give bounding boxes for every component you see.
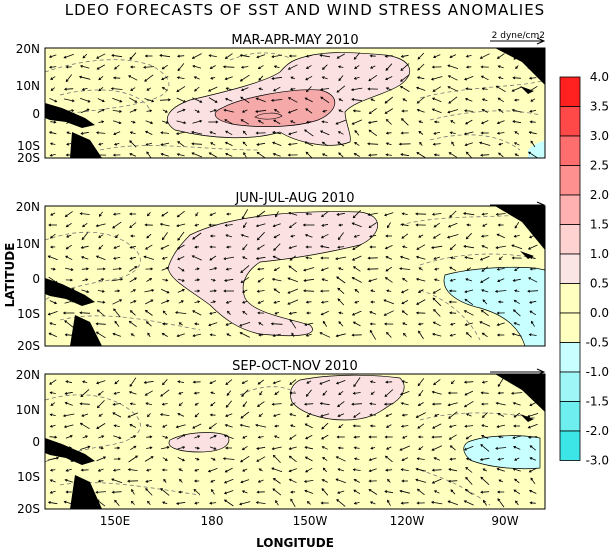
svg-text:10N: 10N bbox=[16, 79, 40, 93]
svg-text:0: 0 bbox=[32, 272, 40, 286]
colorbar-swatch bbox=[560, 343, 580, 373]
figure-title: LDEO FORECASTS OF SST AND WIND STRESS AN… bbox=[65, 1, 545, 19]
svg-text:10S: 10S bbox=[17, 307, 40, 321]
lat-tick-labels: 20N 10N 0 10S 20S bbox=[16, 42, 40, 165]
x-axis-label: LONGITUDE bbox=[256, 536, 334, 550]
colorbar-label: 3.0 bbox=[590, 129, 609, 143]
svg-text:180: 180 bbox=[201, 514, 224, 528]
svg-text:20S: 20S bbox=[17, 502, 40, 516]
colorbar-label: -1.0 bbox=[586, 365, 609, 379]
svg-text:20N: 20N bbox=[16, 42, 40, 56]
lat-tick-labels: 20N 10N 0 10S 20S bbox=[16, 368, 40, 516]
svg-text:120W: 120W bbox=[390, 514, 425, 528]
colorbar-swatch bbox=[560, 372, 580, 402]
colorbar-swatch bbox=[560, 225, 580, 255]
svg-text:20N: 20N bbox=[16, 200, 40, 214]
panel-title: JUN-JUL-AUG 2010 bbox=[235, 191, 355, 206]
colorbar-swatch bbox=[560, 136, 580, 166]
colorbar-label: 1.0 bbox=[590, 247, 609, 261]
panel-title: SEP-OCT-NOV 2010 bbox=[232, 359, 358, 374]
colorbar-label: -2.0 bbox=[586, 424, 609, 438]
panel-jja: JUN-JUL-AUG 2010 20N 10 bbox=[16, 191, 545, 353]
colorbar-label: 1.5 bbox=[590, 218, 609, 232]
panel-son: SEP-OCT-NOV 2010 20N bbox=[16, 359, 545, 528]
svg-text:0: 0 bbox=[32, 435, 40, 449]
svg-text:20S: 20S bbox=[17, 339, 40, 353]
svg-text:0: 0 bbox=[32, 107, 40, 121]
svg-text:150W: 150W bbox=[293, 514, 328, 528]
colorbar-label: 0.5 bbox=[590, 277, 609, 291]
colorbar-label: 2.0 bbox=[590, 188, 609, 202]
colorbar: 4.0 3.5 3.0 2.5 2.0 1.5 1.0 0.5 0.0 -0.5 -1.0 -1.5 -… bbox=[560, 70, 609, 468]
y-axis-label: LATITUDE bbox=[3, 243, 17, 308]
lon-tick-labels: 150E 180 150W 120W 90W bbox=[100, 514, 519, 528]
svg-text:10N: 10N bbox=[16, 403, 40, 417]
colorbar-swatch bbox=[560, 402, 580, 432]
svg-text:10N: 10N bbox=[16, 237, 40, 251]
svg-text:20S: 20S bbox=[17, 151, 40, 165]
lat-tick-labels: 20N 10N 0 10S 20S bbox=[16, 200, 40, 353]
colorbar-swatch bbox=[560, 284, 580, 314]
colorbar-swatch bbox=[560, 77, 580, 107]
colorbar-swatch bbox=[560, 166, 580, 196]
colorbar-swatch bbox=[560, 254, 580, 284]
colorbar-swatch bbox=[560, 431, 580, 461]
svg-text:20N: 20N bbox=[16, 368, 40, 382]
panel-title: MAR-APR-MAY 2010 bbox=[231, 33, 358, 48]
colorbar-label: 0.0 bbox=[590, 306, 609, 320]
colorbar-swatch bbox=[560, 195, 580, 225]
colorbar-label: 4.0 bbox=[590, 70, 609, 84]
colorbar-label: -1.5 bbox=[586, 395, 609, 409]
colorbar-swatch bbox=[560, 107, 580, 137]
panel-mam: MAR-APR-MAY 2010 2 dyne/cm2 bbox=[16, 31, 548, 165]
colorbar-label: -0.5 bbox=[586, 336, 609, 350]
colorbar-label: 2.5 bbox=[590, 159, 609, 173]
colorbar-label: 3.5 bbox=[590, 100, 609, 114]
svg-text:150E: 150E bbox=[100, 514, 131, 528]
svg-text:10S: 10S bbox=[17, 470, 40, 484]
wind-scale-label: 2 dyne/cm2 bbox=[492, 31, 545, 41]
colorbar-label: -3.0 bbox=[586, 454, 609, 468]
colorbar-swatch bbox=[560, 313, 580, 343]
svg-text:90W: 90W bbox=[491, 514, 518, 528]
